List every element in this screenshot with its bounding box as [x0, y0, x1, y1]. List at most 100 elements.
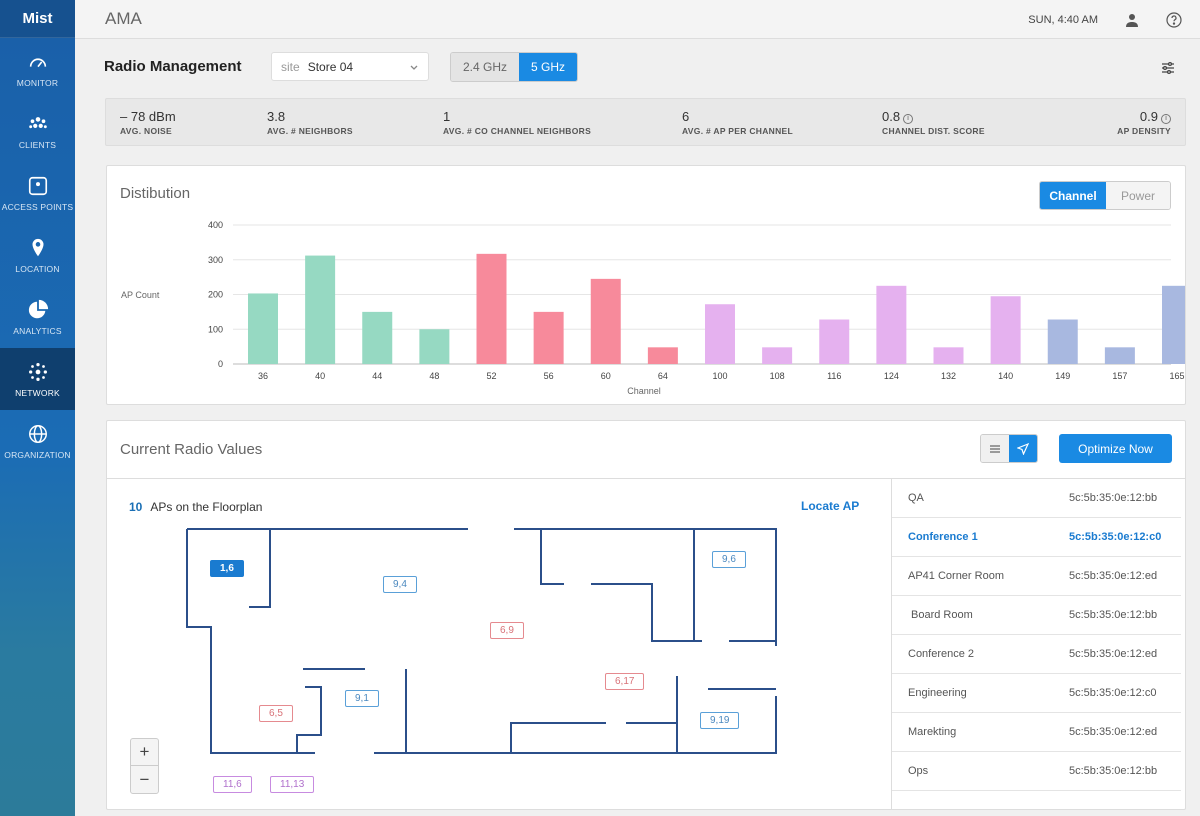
channel-toggle-button[interactable]: Channel [1040, 182, 1106, 209]
floor-ap-tag[interactable]: 9,19 [700, 712, 740, 729]
bar [819, 319, 850, 364]
bar [248, 293, 278, 364]
org-name: AMA [105, 9, 142, 28]
floor-ap-tag[interactable]: 9,6 [712, 551, 746, 568]
x-tick-label: 124 [884, 371, 899, 381]
chevron-down-icon [410, 65, 418, 70]
stat-avg-noise: – 78 dBm AVG. NOISE [120, 109, 176, 136]
bar [705, 304, 735, 364]
sidebar-item-label: LOCATION [15, 263, 60, 274]
x-tick-label: 52 [486, 371, 496, 381]
x-tick-label: 108 [770, 371, 785, 381]
cursor-icon [1017, 442, 1029, 455]
sidebar-item-network[interactable]: NETWORK [0, 348, 75, 410]
sidebar-item-label: ACCESS POINTS [1, 201, 74, 212]
radio-values-header: Current Radio Values Optimize Now [107, 421, 1185, 479]
x-tick-label: 56 [544, 371, 554, 381]
distribution-panel: Distibution Channel Power 0 100 200 300 400 3… [106, 165, 1186, 405]
y-axis-label: AP Count [121, 290, 160, 300]
y-tick-label: 0 [218, 359, 223, 369]
floor-ap-tag[interactable]: 6,17 [605, 673, 645, 690]
bar [476, 253, 507, 364]
floor-ap-tag[interactable]: 11,6 [213, 776, 252, 793]
x-tick-label: 165 [1169, 371, 1184, 381]
network-icon [28, 362, 47, 381]
x-tick-label: 40 [315, 371, 325, 381]
y-tick-label: 100 [208, 324, 223, 334]
ap-list-row[interactable]: QA 5c:5b:35:0e:12:bb [892, 479, 1181, 518]
sidebar-item-organization[interactable]: ORGANIZATION [0, 410, 75, 472]
site-select-label: site [281, 59, 300, 74]
x-tick-label: 36 [258, 371, 268, 381]
band-24ghz-button[interactable]: 2.4 GHz [451, 53, 520, 81]
ap-list-row[interactable]: Board Room 5c:5b:35:0e:12:bb [892, 596, 1181, 635]
band-5ghz-button[interactable]: 5 GHz [519, 53, 578, 81]
list-view-button[interactable] [981, 435, 1009, 462]
sidebar-item-location[interactable]: LOCATION [0, 224, 75, 286]
ap-list-row[interactable]: Ops 5c:5b:35:0e:12:bb [892, 752, 1181, 791]
floor-ap-tag[interactable]: 9,1 [345, 690, 379, 707]
ap-list: QA 5c:5b:35:0e:12:bb Conference 1 5c:5b:35… [891, 479, 1181, 809]
x-tick-label: 100 [712, 371, 727, 381]
zoom-controls: + − [130, 738, 159, 794]
sidebar: Mist MONITOR CLIENTS ACCESS POINTS LOCAT… [0, 0, 75, 816]
x-tick-label: 48 [429, 371, 439, 381]
stat-avg-neighbors: 3.8 AVG. # NEIGHBORS [267, 109, 353, 136]
bar [419, 329, 450, 364]
stat-channel-dist-score: 0.8 i CHANNEL DIST. SCORE [882, 109, 985, 136]
distribution-title: Distibution [120, 185, 191, 202]
floor-ap-tag[interactable]: 6,9 [490, 622, 524, 639]
x-tick-label: 157 [1112, 371, 1127, 381]
ap-list-row[interactable]: Marekting 5c:5b:35:0e:12:ed [892, 713, 1181, 752]
page-header: Radio Management site Store 04 2.4 GHz 5… [75, 40, 1200, 96]
ap-list-row[interactable]: AP41 Corner Room 5c:5b:35:0e:12:ed [892, 557, 1181, 596]
x-tick-label: 132 [941, 371, 956, 381]
floor-ap-tag[interactable]: 11,13 [270, 776, 315, 793]
floorplan[interactable] [107, 479, 887, 809]
x-axis-label: Channel [627, 386, 661, 396]
optimize-now-button[interactable]: Optimize Now [1059, 434, 1172, 463]
x-tick-label: 140 [998, 371, 1013, 381]
sidebar-item-clients[interactable]: CLIENTS [0, 100, 75, 162]
locate-ap-link[interactable]: Locate AP [801, 499, 860, 513]
map-view-button[interactable] [1009, 435, 1037, 462]
top-bar: AMA SUN, 4:40 AM [75, 0, 1200, 39]
bar [1104, 347, 1135, 364]
ap-list-row[interactable]: Conference 2 5c:5b:35:0e:12:ed [892, 635, 1181, 674]
globe-icon [28, 424, 47, 443]
sidebar-item-monitor[interactable]: MONITOR [0, 38, 75, 100]
ap-count-label: 10 APs on the Floorplan [129, 500, 263, 514]
y-tick-label: 200 [208, 290, 223, 300]
clients-icon [28, 116, 47, 128]
site-select[interactable]: site Store 04 [271, 52, 429, 81]
metric-toggle: Channel Power [1039, 181, 1171, 210]
floor-ap-tag[interactable]: 9,4 [383, 576, 417, 593]
zoom-out-button[interactable]: − [139, 769, 150, 789]
bar [762, 347, 793, 364]
gauge-icon [29, 57, 46, 67]
sidebar-item-label: NETWORK [15, 387, 60, 398]
x-tick-label: 44 [372, 371, 382, 381]
sidebar-item-label: MONITOR [16, 77, 59, 88]
stats-bar: – 78 dBm AVG. NOISE 3.8 AVG. # NEIGHBORS 1… [105, 98, 1186, 146]
info-icon[interactable]: i [1161, 114, 1171, 124]
ap-list-row[interactable]: Conference 1 5c:5b:35:0e:12:c0 [892, 518, 1181, 557]
datetime: SUN, 4:40 AM [1028, 13, 1098, 26]
sidebar-item-analytics[interactable]: ANALYTICS [0, 286, 75, 348]
sidebar-item-access-points[interactable]: ACCESS POINTS [0, 162, 75, 224]
floor-ap-tag[interactable]: 1,6 [210, 560, 244, 577]
info-icon[interactable]: i [903, 114, 914, 124]
sidebar-item-label: CLIENTS [18, 139, 57, 150]
power-toggle-button[interactable]: Power [1106, 182, 1170, 209]
user-icon[interactable] [1124, 12, 1140, 28]
pie-chart-icon [28, 299, 48, 318]
view-toggle [980, 434, 1038, 463]
sidebar-item-label: ANALYTICS [13, 325, 62, 336]
help-icon[interactable] [1166, 11, 1182, 28]
x-tick-label: 149 [1055, 371, 1070, 381]
ap-list-row[interactable]: Engineering 5c:5b:35:0e:12:c0 [892, 674, 1181, 713]
floor-ap-tag[interactable]: 6,5 [259, 705, 293, 722]
zoom-in-button[interactable]: + [131, 739, 158, 766]
list-icon [990, 444, 1000, 453]
sliders-icon[interactable] [1160, 60, 1176, 76]
